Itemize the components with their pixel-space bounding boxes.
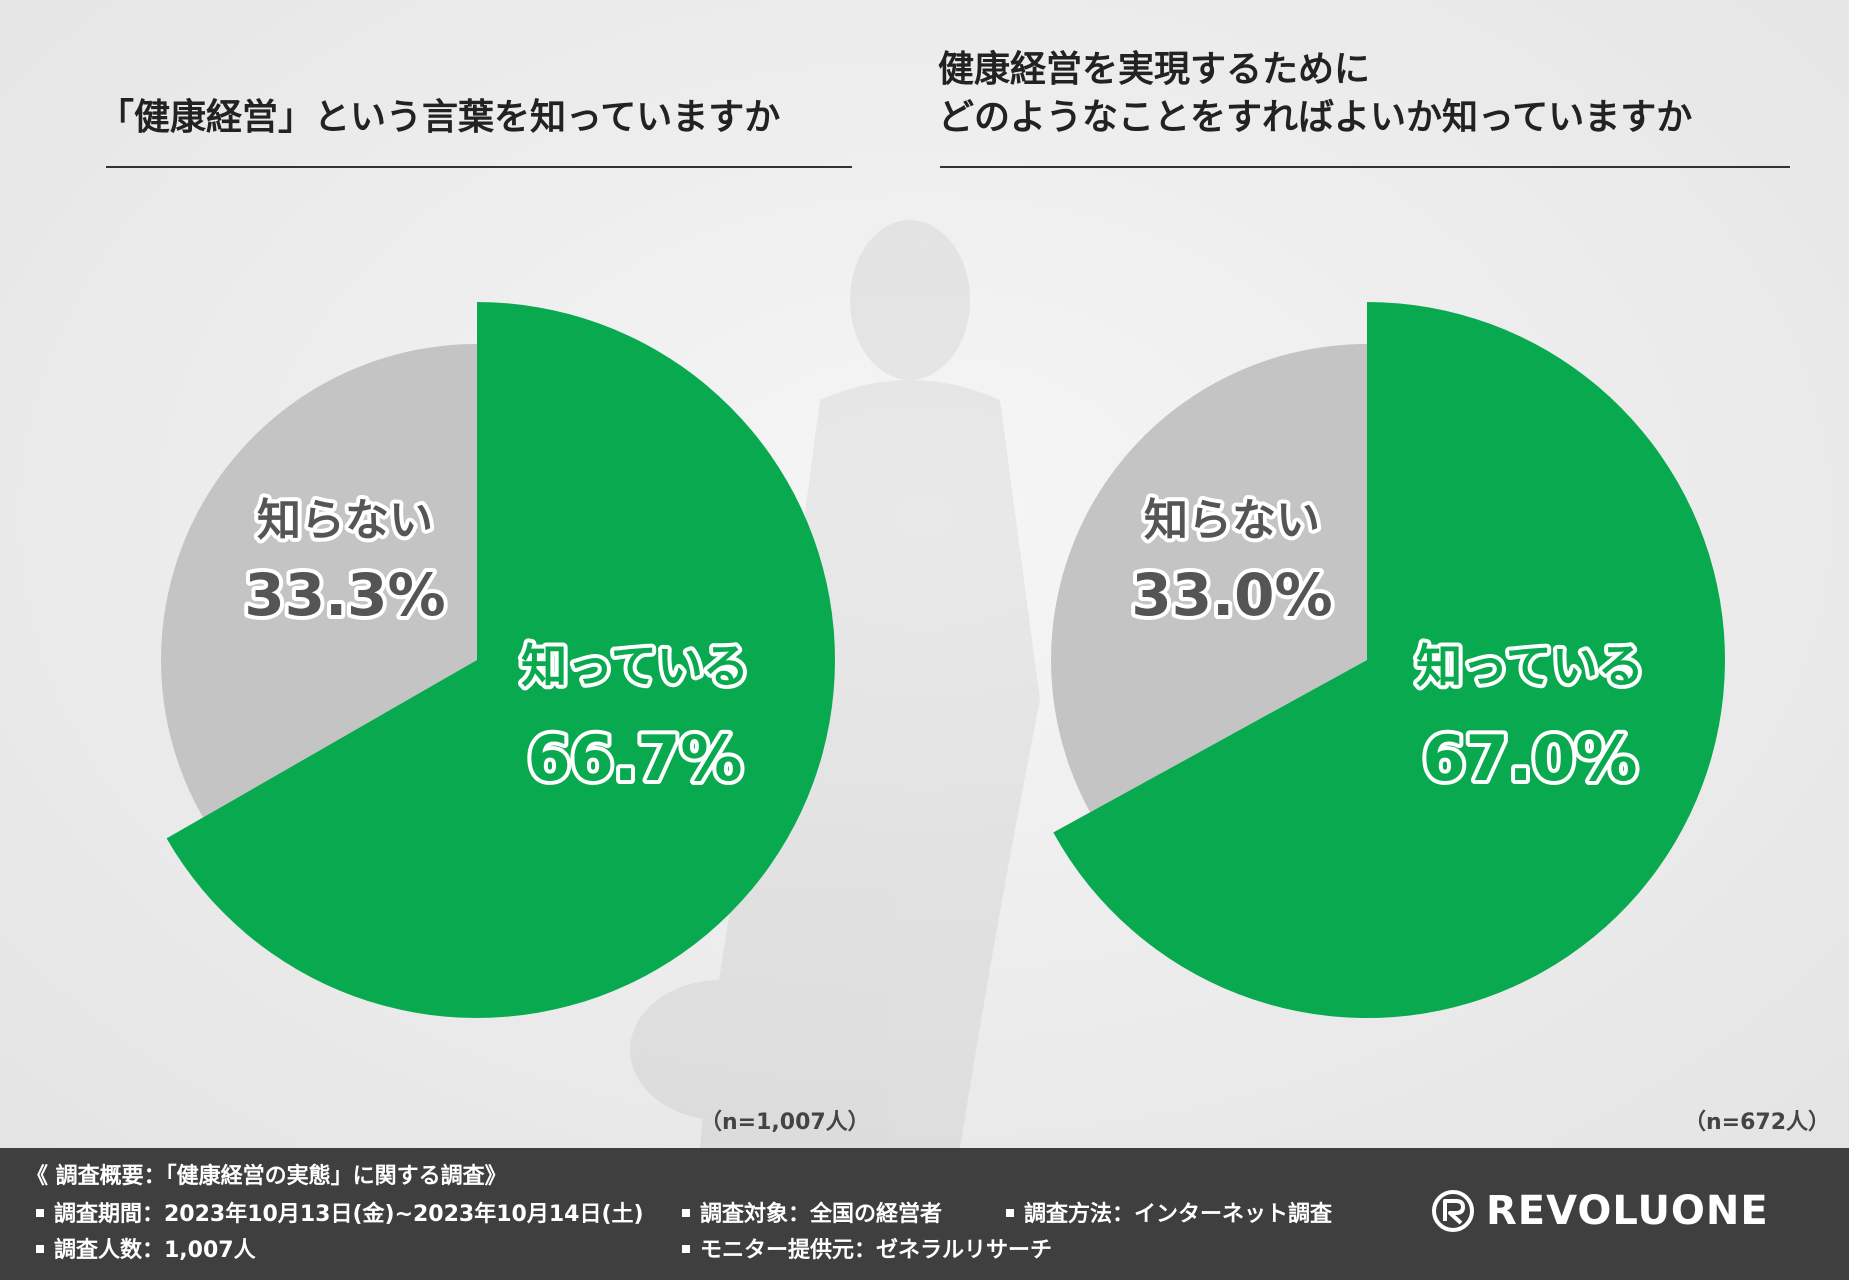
- survey-target: 調査対象：全国の経営者: [682, 1200, 942, 1230]
- chart-1-slice-unknown: [161, 344, 477, 818]
- chart-1-value-known: 66.7%: [527, 722, 742, 795]
- chart-2-title-line-1: 健康経営を実現するために: [938, 49, 1371, 90]
- survey-provider: モニター提供元：ゼネラルリサーチ: [682, 1236, 1052, 1266]
- chart-1-label-unknown: 知らない: [257, 495, 433, 546]
- chart-2-sample-size: （n=672人）: [1684, 1110, 1831, 1135]
- background-silhouette: [630, 220, 1040, 1148]
- chart-1-sample-size: （n=1,007人）: [700, 1110, 870, 1135]
- pie-charts: 知らない 33.3% 知っている 66.7% 知らない 33.0% 知っている …: [161, 302, 1725, 1018]
- chart-1-label-known: 知っている: [521, 639, 749, 693]
- chart-2-value-known: 67.0%: [1422, 722, 1637, 795]
- revoluone-logo: REVOLUONE: [1430, 1188, 1769, 1234]
- chart-1: 知らない 33.3% 知っている 66.7%: [161, 302, 835, 1018]
- logo-mark-icon: [1432, 1190, 1474, 1232]
- survey-heading: 《 調査概要：「健康経営の実態」に関する調査》: [26, 1164, 507, 1189]
- chart-2-label-unknown: 知らない: [1144, 495, 1320, 546]
- chart-2: 知らない 33.0% 知っている 67.0%: [1051, 302, 1725, 1018]
- chart-1-value-unknown: 33.3%: [244, 561, 445, 629]
- chart-1-title: 「健康経営」という言葉を知っていますか: [98, 97, 781, 138]
- survey-footer: 《 調査概要：「健康経営の実態」に関する調査》 調査期間：2023年10月13日…: [0, 1148, 1849, 1280]
- chart-2-title-line-2: どのようなことをすればよいか知っていますか: [938, 97, 1693, 138]
- survey-count: 調査人数：1,007人: [36, 1236, 256, 1266]
- chart-2-title-rule: [940, 166, 1790, 168]
- chart-1-slice-known: [166, 302, 835, 1018]
- survey-method: 調査方法：インターネット調査: [1006, 1200, 1332, 1230]
- chart-2-slice-unknown: [1051, 344, 1367, 813]
- survey-period: 調査期間：2023年10月13日(金)~2023年10月14日(土): [36, 1200, 644, 1230]
- chart-1-title-rule: [106, 166, 852, 168]
- chart-2-slice-known: [1053, 302, 1725, 1018]
- chart-2-value-unknown: 33.0%: [1131, 561, 1332, 629]
- logo-text: REVOLUONE: [1486, 1188, 1769, 1234]
- chart-2-label-known: 知っている: [1416, 639, 1644, 693]
